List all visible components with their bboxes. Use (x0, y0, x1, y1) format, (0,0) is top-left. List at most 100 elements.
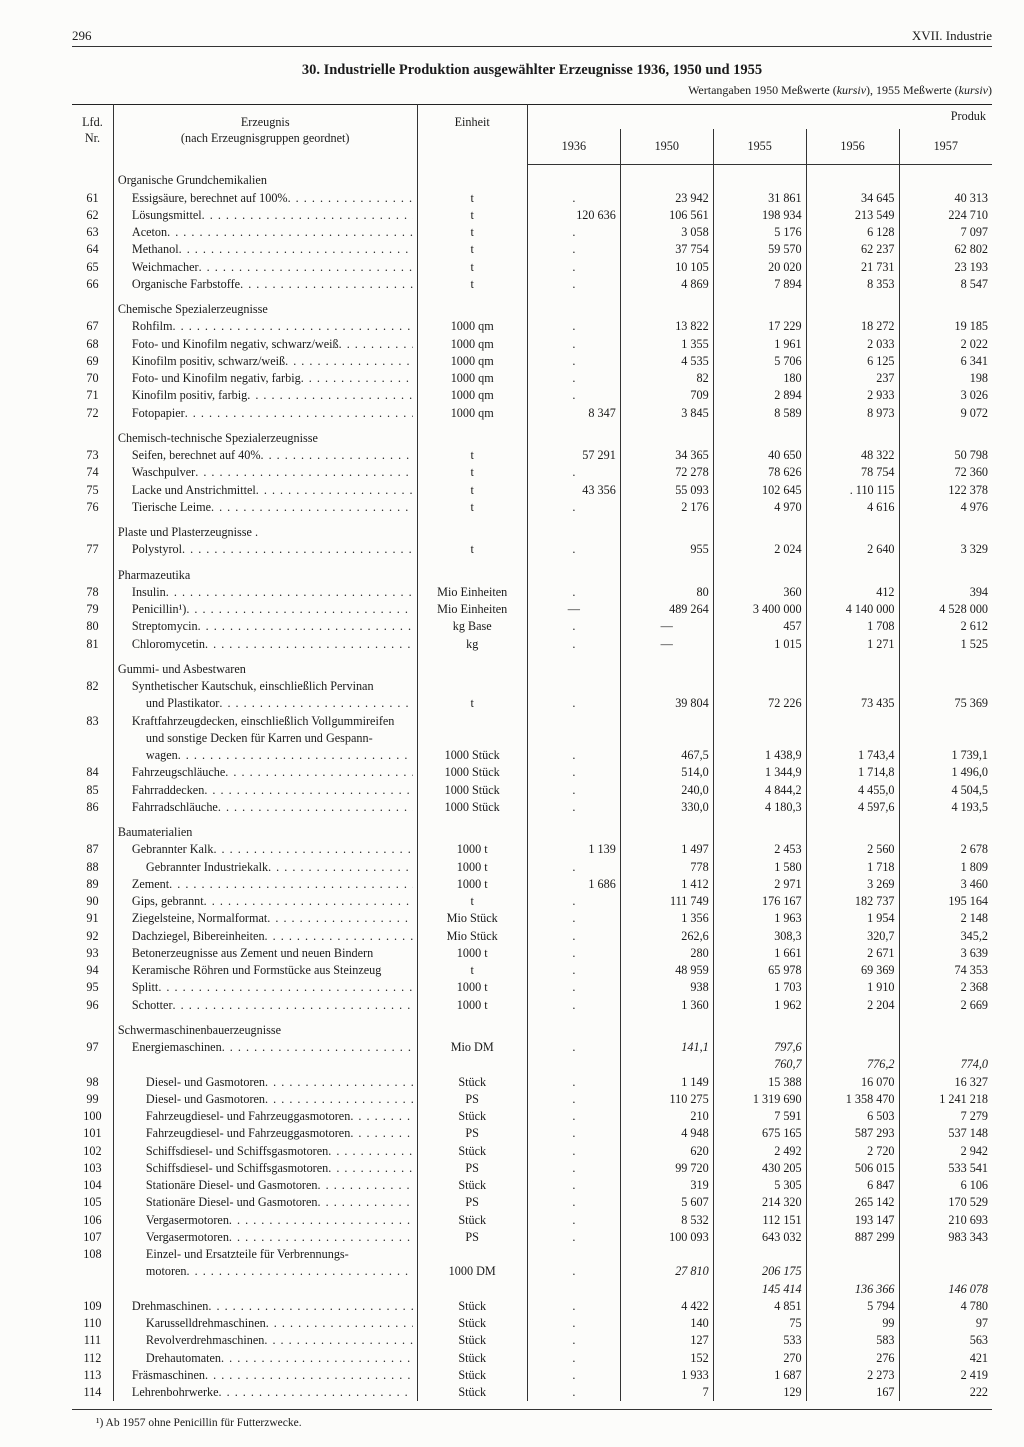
row-unit: Stück (417, 1384, 527, 1401)
row-nr: 90 (72, 893, 113, 910)
data-cell: 514,0 (620, 764, 713, 781)
data-cell: 620 (620, 1143, 713, 1160)
row-label: Seifen, berechnet auf 40% (132, 448, 261, 463)
data-cell (899, 678, 992, 695)
data-cell: 111 749 (620, 893, 713, 910)
data-cell: 43 356 (527, 482, 620, 499)
data-cell: 136 366 (806, 1281, 899, 1298)
data-cell: 21 731 (806, 259, 899, 276)
data-cell: 675 165 (713, 1125, 806, 1142)
data-cell (806, 713, 899, 730)
data-cell: 2 669 (899, 997, 992, 1014)
data-cell: 127 (620, 1332, 713, 1349)
data-cell: 7 894 (713, 276, 806, 293)
data-cell: 2 024 (713, 541, 806, 558)
data-cell: 102 645 (713, 482, 806, 499)
row-nr: 72 (72, 405, 113, 422)
row-label: Foto- und Kinofilm negativ, schwarz/weiß (132, 337, 339, 352)
row-unit: Stück (417, 1143, 527, 1160)
data-cell: 2 204 (806, 997, 899, 1014)
row-unit: 1000 t (417, 859, 527, 876)
row-unit: t (417, 190, 527, 207)
data-cell: 1 356 (620, 910, 713, 927)
row-nr: 66 (72, 276, 113, 293)
data-cell (527, 1281, 620, 1298)
col-1936: 1936 (527, 129, 620, 165)
row-label: Kraftfahrzeugdecken, einschließlich Voll… (118, 714, 395, 728)
row-nr: 87 (72, 841, 113, 858)
data-cell: 152 (620, 1350, 713, 1367)
row-nr: 81 (72, 636, 113, 653)
row-unit (417, 1056, 527, 1073)
row-label: und sonstige Decken für Karren und Gespa… (118, 731, 373, 745)
table-row: 67Rohfilm1000 qm.13 82217 22918 27219 18… (72, 318, 992, 335)
data-cell: 4 504,5 (899, 782, 992, 799)
data-cell (527, 678, 620, 695)
data-cell: 7 279 (899, 1108, 992, 1125)
table-row: wagen1000 Stück.467,51 438,91 743,41 739… (72, 747, 992, 764)
data-cell: . (527, 928, 620, 945)
data-cell: 265 142 (806, 1194, 899, 1211)
data-cell: 8 547 (899, 276, 992, 293)
row-nr: 111 (72, 1332, 113, 1349)
table-row: 96Schotter1000 t.1 3601 9622 2042 669 (72, 997, 992, 1014)
data-cell: 1 718 (806, 859, 899, 876)
row-label: Fahrzeugdiesel- und Fahrzeuggasmotoren (146, 1109, 350, 1124)
group-heading: Schwermaschinenbauerzeugnisse (113, 1014, 417, 1039)
group-heading: Pharmazeutika (113, 559, 417, 584)
row-unit: Stück (417, 1332, 527, 1349)
table-row: und Plastikatort.39 80472 22673 43575 36… (72, 695, 992, 712)
row-unit: 1000 qm (417, 405, 527, 422)
row-unit: Stück (417, 1177, 527, 1194)
data-cell: 34 645 (806, 190, 899, 207)
row-label: Lehrenbohrwerke (132, 1385, 219, 1400)
row-unit (417, 730, 527, 747)
data-cell (620, 730, 713, 747)
data-cell: . (527, 1125, 620, 1142)
row-label: Einzel- und Ersatzteile für Verbrennungs… (118, 1247, 349, 1261)
row-nr: 75 (72, 482, 113, 499)
row-unit: t (417, 276, 527, 293)
data-cell: 4 528 000 (899, 601, 992, 618)
data-cell (713, 713, 806, 730)
row-unit: 1000 DM (417, 1263, 527, 1280)
row-unit: 1000 Stück (417, 799, 527, 816)
row-nr: 80 (72, 618, 113, 635)
data-cell: 1 714,8 (806, 764, 899, 781)
data-cell: . (527, 1367, 620, 1384)
row-nr: 91 (72, 910, 113, 927)
row-nr: 104 (72, 1177, 113, 1194)
data-cell: 2 492 (713, 1143, 806, 1160)
table-row: 100Fahrzeugdiesel- und Fahrzeuggasmotore… (72, 1108, 992, 1125)
data-cell: 421 (899, 1350, 992, 1367)
data-cell: 73 435 (806, 695, 899, 712)
data-cell: 5 176 (713, 224, 806, 241)
data-cell: 1 962 (713, 997, 806, 1014)
row-nr: 88 (72, 859, 113, 876)
data-cell: 262,6 (620, 928, 713, 945)
data-cell: 2 560 (806, 841, 899, 858)
data-cell: 3 026 (899, 387, 992, 404)
row-label: Ziegelsteine, Normalformat (132, 911, 267, 926)
data-cell: 75 (713, 1315, 806, 1332)
data-cell: . (527, 584, 620, 601)
row-label: Stationäre Diesel- und Gasmotoren (146, 1195, 318, 1210)
data-cell: 308,3 (713, 928, 806, 945)
data-cell (527, 1246, 620, 1263)
table-row: 95Splitt1000 t.9381 7031 9102 368 (72, 979, 992, 996)
data-cell: 195 164 (899, 893, 992, 910)
table-row: 65Weichmachert.10 10520 02021 73123 193 (72, 259, 992, 276)
row-unit (417, 1281, 527, 1298)
data-cell: 72 278 (620, 464, 713, 481)
data-cell: . (527, 276, 620, 293)
row-label: und Plastikator (146, 696, 219, 711)
data-cell: 146 078 (899, 1281, 992, 1298)
row-nr: 78 (72, 584, 113, 601)
data-cell: 506 015 (806, 1160, 899, 1177)
data-cell: 1 360 (620, 997, 713, 1014)
data-cell: 72 360 (899, 464, 992, 481)
data-cell: . (527, 893, 620, 910)
data-cell: 78 754 (806, 464, 899, 481)
data-cell: . (527, 336, 620, 353)
data-cell: 4 455,0 (806, 782, 899, 799)
